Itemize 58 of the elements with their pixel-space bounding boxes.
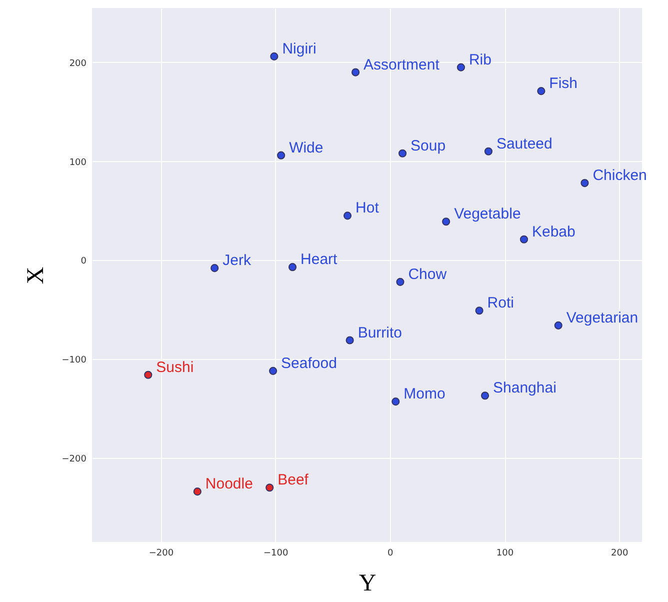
y-axis-title: X	[22, 266, 49, 284]
point	[396, 278, 404, 286]
point	[554, 321, 562, 330]
x-axis-title: Y	[358, 570, 376, 596]
annotation: Chow	[408, 266, 447, 283]
point	[392, 398, 400, 406]
point	[288, 263, 297, 272]
annotation: Sushi	[156, 358, 194, 376]
annotation: Jerk	[222, 252, 252, 270]
x-tick-label: 0	[388, 548, 394, 558]
annotation: Wide	[289, 139, 324, 156]
annotation: Nigiri	[282, 40, 316, 58]
annotation: Beef	[278, 472, 310, 489]
annotation: Burrito	[358, 324, 402, 342]
annotation: Assortment	[364, 56, 440, 74]
point	[144, 370, 152, 379]
annotation: Shanghai	[493, 380, 556, 397]
point	[520, 235, 528, 244]
annotation: Heart	[300, 251, 338, 268]
point	[480, 392, 490, 400]
annotation: Sauteed	[496, 135, 552, 152]
y-tick-label: 200	[69, 58, 87, 69]
annotation: Fish	[549, 75, 578, 92]
y-tick-label: 0	[80, 256, 87, 267]
annotation: Roti	[487, 294, 514, 312]
annotation: Rib	[468, 51, 492, 68]
annotation: Momo	[404, 386, 446, 403]
point	[277, 151, 286, 160]
point	[442, 218, 450, 226]
point	[537, 87, 546, 96]
annotation: Hot	[356, 200, 380, 217]
x-tick-label: 100	[496, 548, 514, 558]
annotation: Vegetarian	[566, 309, 638, 326]
y-tick-label: 100	[69, 158, 87, 168]
y-tick-label: −100	[62, 356, 87, 366]
point	[398, 149, 407, 158]
point	[270, 52, 278, 60]
annotation: Soup	[410, 137, 446, 154]
point	[352, 68, 360, 76]
point	[210, 264, 219, 272]
point	[266, 484, 274, 492]
x-tick-label: −100	[263, 548, 288, 558]
point	[484, 147, 492, 156]
point	[343, 212, 352, 220]
point	[193, 488, 202, 496]
point	[475, 306, 484, 315]
point	[580, 179, 589, 188]
point	[456, 63, 465, 72]
point	[269, 366, 278, 375]
y-tick-label: −200	[62, 454, 87, 464]
annotation: Noodle	[205, 476, 253, 493]
annotation: Chicken	[592, 167, 647, 184]
annotation: Seafood	[281, 354, 337, 372]
annotation: Vegetable	[454, 206, 521, 223]
point	[346, 336, 354, 344]
annotation: Kebab	[532, 223, 576, 240]
x-tick-label: 200	[610, 548, 628, 558]
x-tick-label: −200	[148, 548, 174, 558]
